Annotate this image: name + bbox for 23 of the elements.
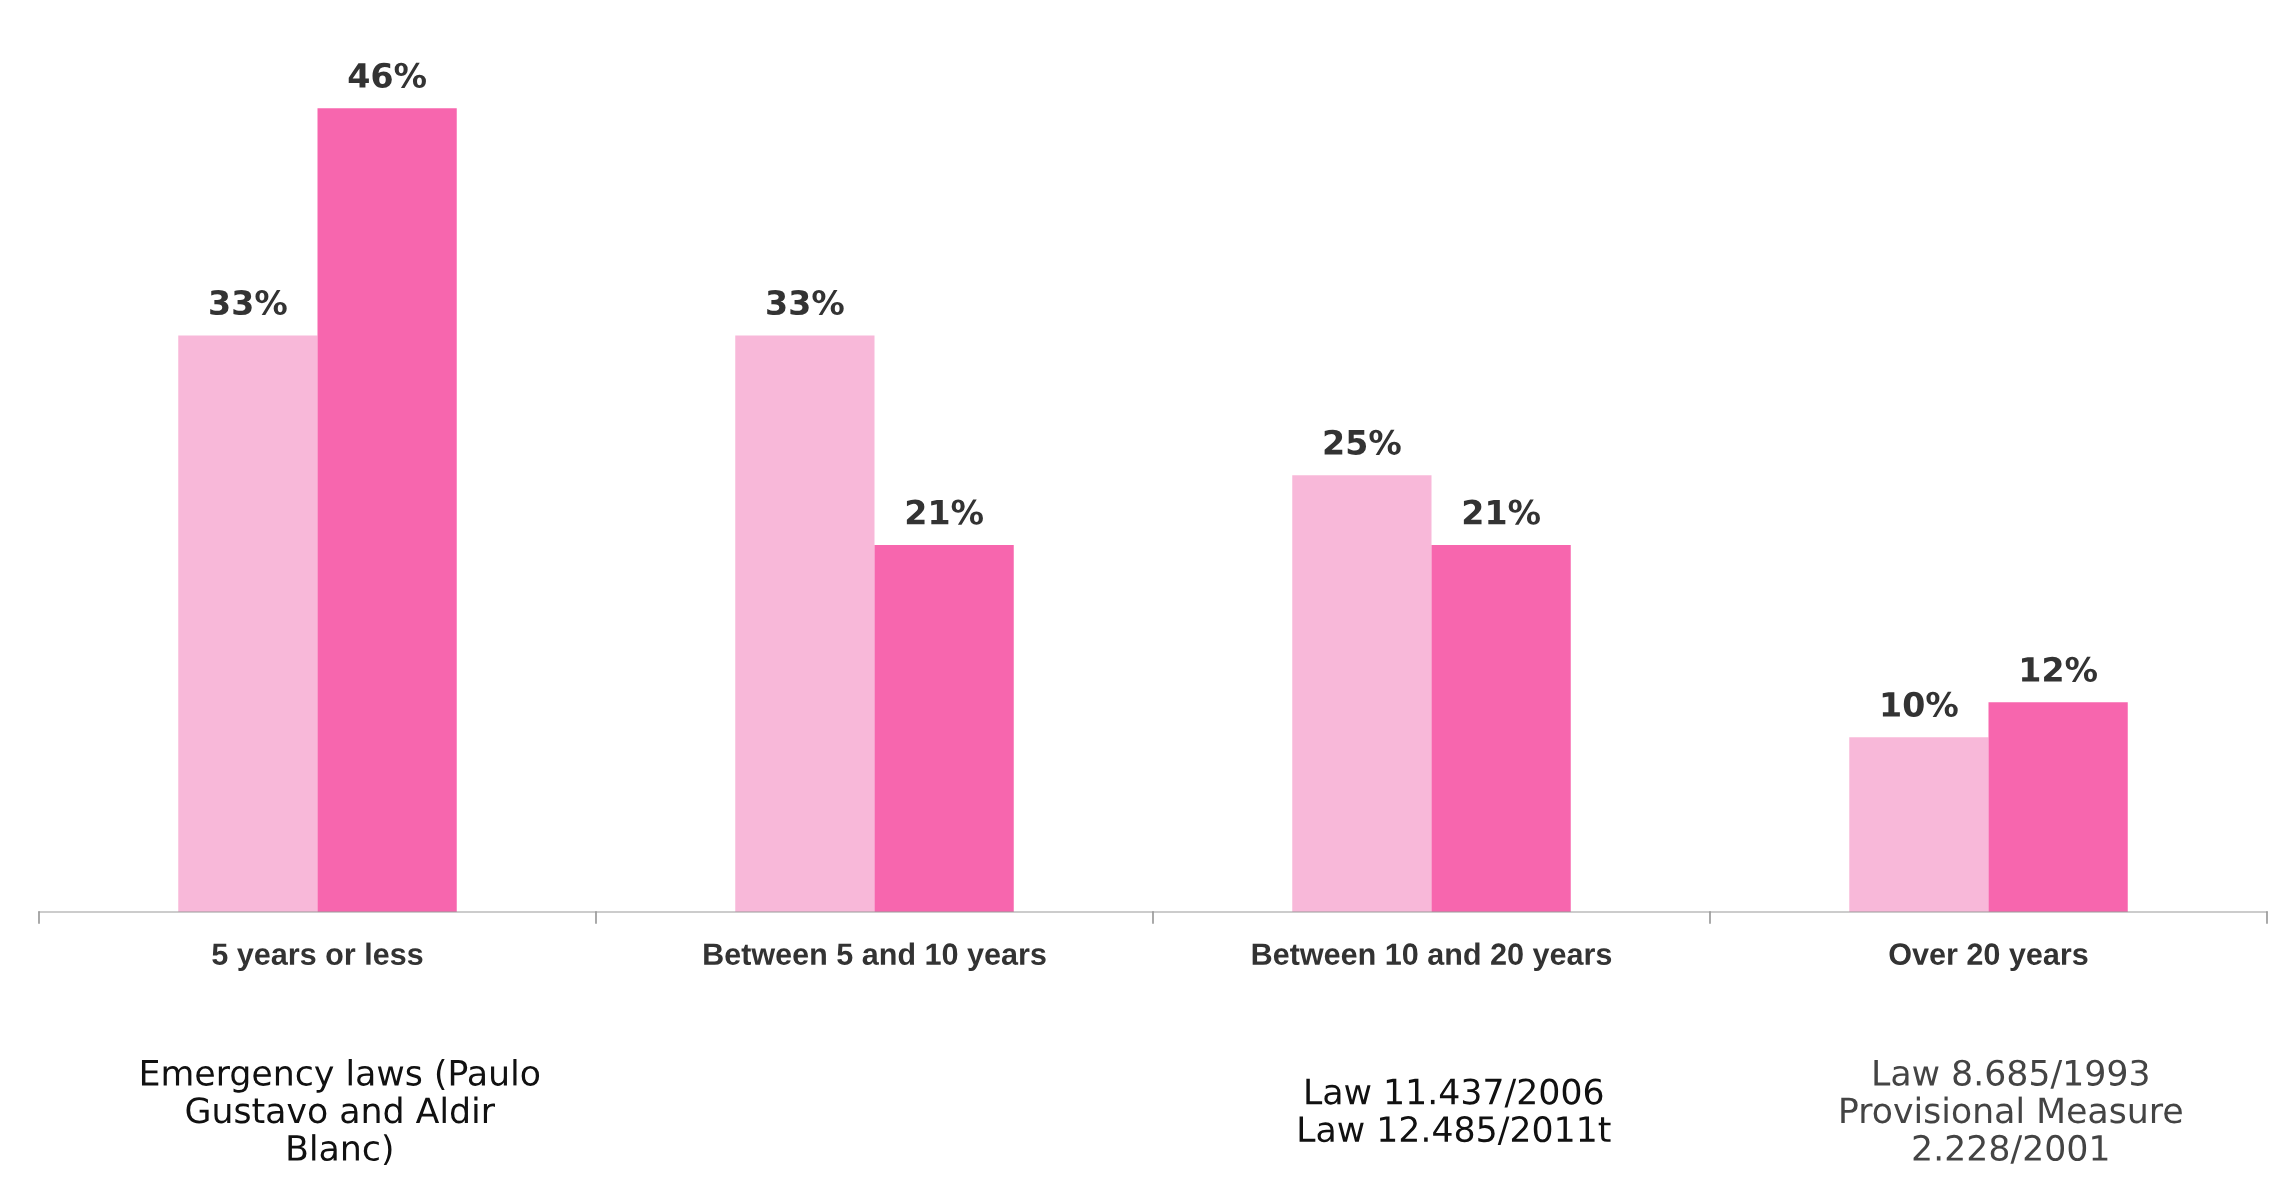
bar xyxy=(1431,545,1571,912)
data-label: 21% xyxy=(1463,499,1540,525)
text: Law 8.685/1993 Provisional Measure 2.228/2001 xyxy=(1841,1059,2182,1164)
x-tick-label: 5 years or less xyxy=(212,942,423,972)
data-label: 46% xyxy=(348,62,426,88)
bar xyxy=(317,108,457,912)
bar xyxy=(178,335,318,912)
data-label: 21% xyxy=(906,499,983,525)
x-tick-label: Between 10 and 20 years xyxy=(1252,942,1612,972)
data-label: 10% xyxy=(1882,691,1958,717)
data-label: 25% xyxy=(1324,429,1401,455)
bar xyxy=(1988,702,2128,912)
bar xyxy=(1849,737,1989,912)
bar xyxy=(874,545,1014,912)
data-label: 33% xyxy=(210,289,287,316)
bar xyxy=(1292,475,1432,912)
text: Emergency laws (Paulo Gustavo and Aldir Blanc) xyxy=(141,1059,540,1166)
data-label: 12% xyxy=(2021,656,2097,682)
data-label: 33% xyxy=(767,289,844,316)
bar xyxy=(735,335,875,912)
x-tick-label: Over 20 years xyxy=(1889,943,2088,972)
text: Law 11.437/2006 Law 12.485/2011t xyxy=(1299,1078,1611,1145)
x-tick-label: Between 5 and 10 years xyxy=(704,942,1046,972)
